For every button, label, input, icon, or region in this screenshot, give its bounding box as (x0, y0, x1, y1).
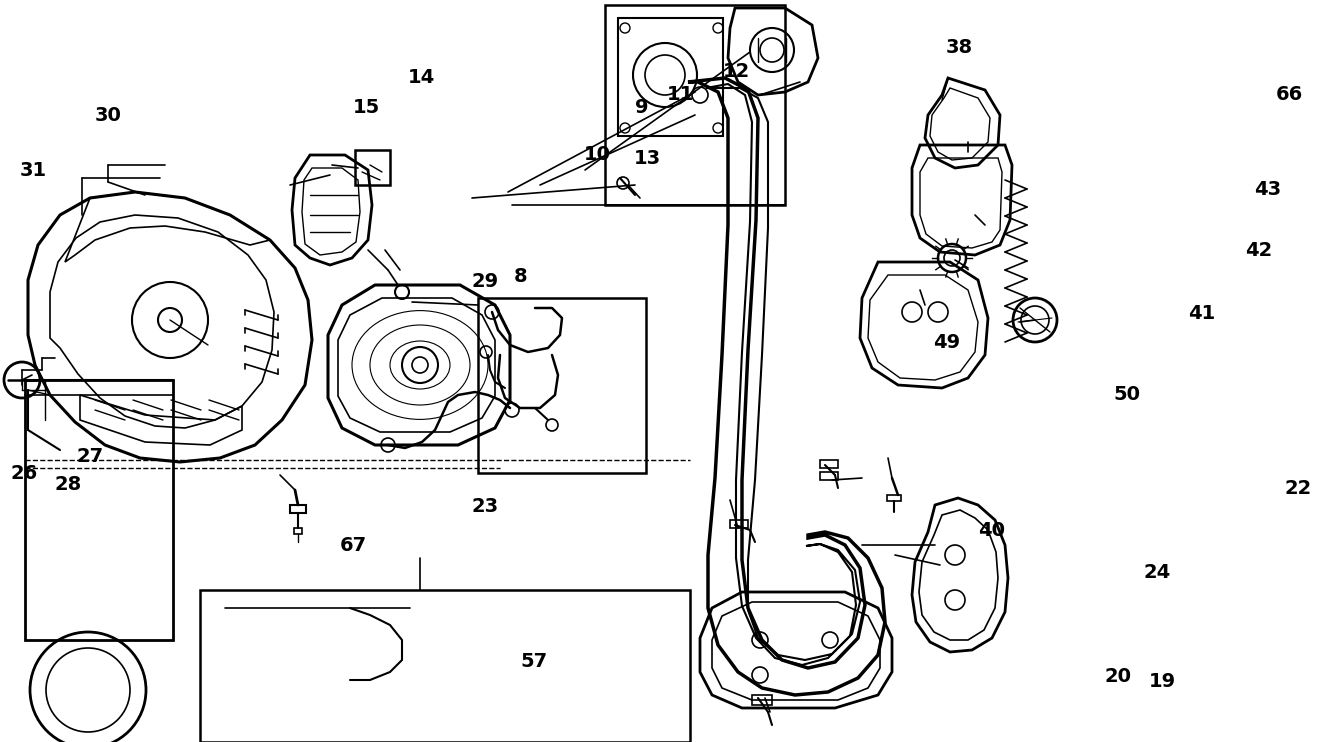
Bar (820, 460, 838, 468)
Text: 11: 11 (667, 85, 693, 105)
Text: 67: 67 (340, 536, 366, 555)
Text: 20: 20 (1104, 667, 1131, 686)
Bar (605, 5, 786, 205)
Text: 28: 28 (55, 475, 82, 494)
Bar (730, 520, 749, 528)
Text: 49: 49 (933, 333, 960, 352)
Text: 30: 30 (95, 105, 121, 125)
Text: 14: 14 (409, 68, 435, 88)
Text: 50: 50 (1114, 385, 1140, 404)
Text: 15: 15 (353, 98, 380, 117)
Bar (618, 18, 724, 136)
Text: 27: 27 (76, 447, 103, 466)
Text: 66: 66 (1276, 85, 1302, 104)
Text: 41: 41 (1189, 303, 1215, 323)
Text: 40: 40 (978, 521, 1004, 540)
Text: 19: 19 (1149, 672, 1176, 691)
Bar (753, 695, 772, 705)
Text: 31: 31 (20, 161, 46, 180)
Text: 22: 22 (1285, 479, 1311, 498)
Text: 38: 38 (946, 38, 973, 57)
Text: 13: 13 (634, 149, 660, 168)
Text: 43: 43 (1255, 180, 1281, 199)
Text: 10: 10 (584, 145, 610, 164)
Text: 9: 9 (635, 98, 648, 117)
Text: 23: 23 (472, 496, 498, 516)
Bar (200, 590, 691, 742)
Text: 29: 29 (472, 272, 498, 292)
Text: 42: 42 (1246, 241, 1272, 260)
Bar (290, 505, 306, 513)
Bar (25, 380, 173, 640)
Bar (294, 528, 302, 534)
Bar (820, 472, 838, 480)
Text: 24: 24 (1144, 563, 1170, 582)
Text: 12: 12 (724, 62, 750, 82)
Bar (887, 495, 902, 501)
Bar (478, 298, 646, 473)
Text: 8: 8 (514, 266, 527, 286)
Text: 57: 57 (521, 652, 547, 672)
Text: 26: 26 (11, 464, 37, 483)
